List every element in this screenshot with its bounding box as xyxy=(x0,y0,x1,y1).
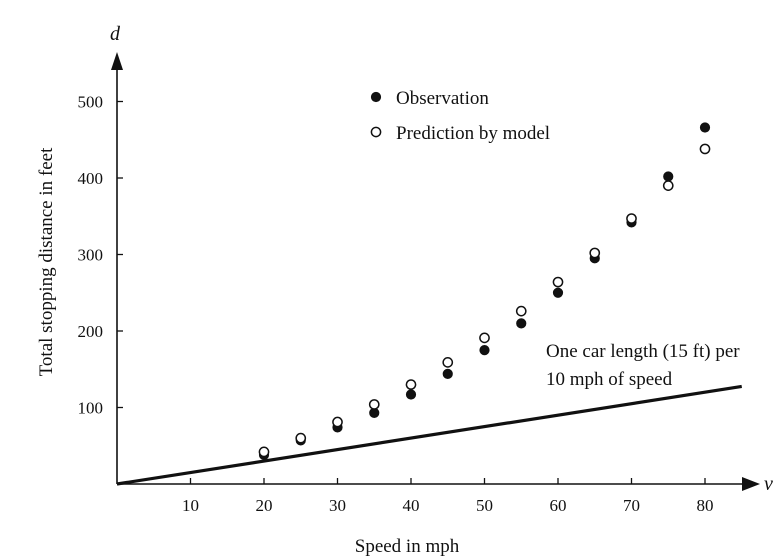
prediction-point xyxy=(662,180,674,191)
axes xyxy=(111,52,760,491)
y-axis-ticks: 100 200 300 400 500 xyxy=(78,93,123,418)
legend-label-prediction: Prediction by model xyxy=(396,123,550,144)
prediction-point xyxy=(589,247,601,259)
legend: Observation Prediction by model xyxy=(370,88,550,144)
x-tick-label: 10 xyxy=(182,496,199,515)
y-tick-label: 200 xyxy=(78,322,104,341)
prediction-point xyxy=(332,416,343,428)
observation-point xyxy=(552,287,564,298)
y-tick-label: 100 xyxy=(78,399,104,418)
prediction-point xyxy=(295,432,307,444)
prediction-point xyxy=(699,143,711,155)
observation-point xyxy=(479,345,490,356)
y-tick-label: 400 xyxy=(78,169,104,188)
data-points xyxy=(258,122,711,461)
x-axis-ticks: 10 20 30 40 50 60 70 80 xyxy=(182,478,714,515)
legend-marker-observation xyxy=(370,91,382,103)
observation-point xyxy=(442,368,453,379)
observation-point xyxy=(405,389,417,400)
legend-label-observation: Observation xyxy=(396,88,489,109)
prediction-point xyxy=(515,305,527,317)
prediction-point xyxy=(258,446,270,458)
x-tick-label: 50 xyxy=(476,496,493,515)
reference-line-label-line-2: 10 mph of speed xyxy=(546,369,673,390)
observation-point xyxy=(516,318,527,329)
x-axis-title: Speed in mph xyxy=(355,536,460,557)
x-tick-label: 40 xyxy=(403,496,420,515)
legend-marker-prediction xyxy=(370,126,382,138)
x-axis-variable: v xyxy=(764,473,773,495)
x-tick-label: 70 xyxy=(623,496,640,515)
observation-point xyxy=(663,171,674,182)
observation-point xyxy=(699,122,711,133)
prediction-point xyxy=(405,379,417,390)
car-length-reference-line xyxy=(116,384,742,486)
reference-line-label-line-1: One car length (15 ft) per xyxy=(546,341,740,362)
y-tick-label: 500 xyxy=(78,93,104,112)
prediction-point xyxy=(368,399,380,410)
prediction-point xyxy=(626,213,637,224)
y-tick-label: 300 xyxy=(78,246,104,265)
x-tick-label: 60 xyxy=(550,496,567,515)
y-axis-variable: d xyxy=(110,23,121,45)
y-axis-title: Total stopping distance in feet xyxy=(36,147,57,376)
prediction-point xyxy=(479,332,490,344)
prediction-point xyxy=(552,276,564,288)
prediction-point xyxy=(442,357,454,368)
x-tick-label: 20 xyxy=(256,496,273,515)
x-axis-arrowhead xyxy=(742,477,760,491)
y-axis-arrowhead xyxy=(111,52,123,70)
x-tick-label: 30 xyxy=(329,496,346,515)
x-tick-label: 80 xyxy=(697,496,714,515)
